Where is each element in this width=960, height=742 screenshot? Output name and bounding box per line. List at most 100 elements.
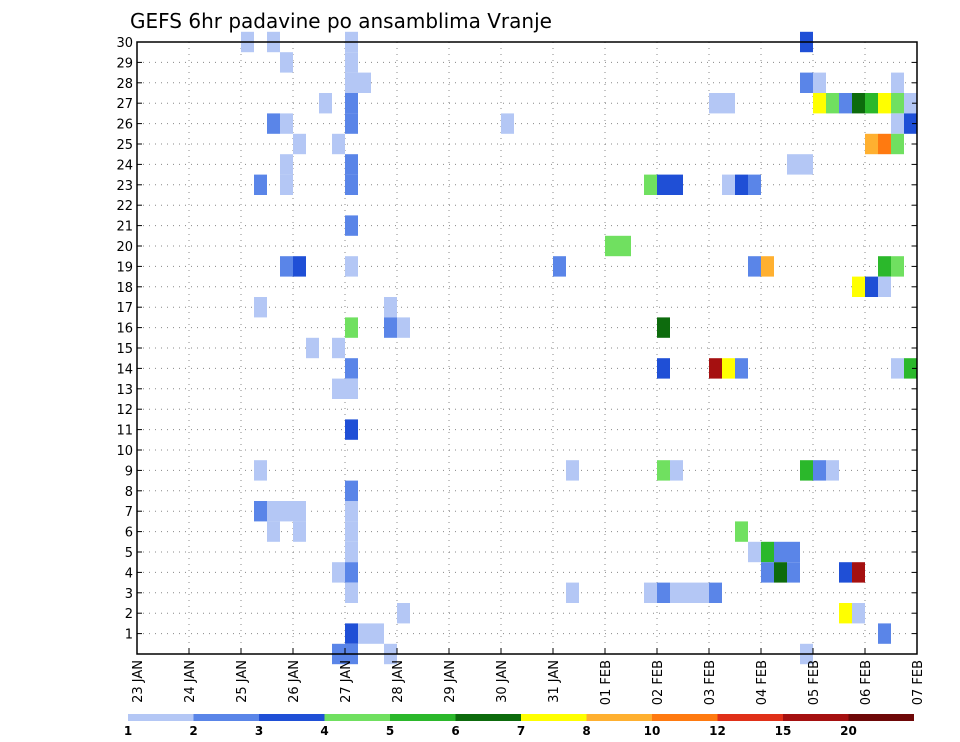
x-tick-label: 31 JAN — [547, 660, 562, 703]
legend-label: 8 — [582, 724, 590, 738]
heatmap-cell — [865, 133, 878, 155]
heatmap-cell — [813, 460, 826, 481]
chart-title: GEFS 6hr padavine po ansamblima Vranje — [130, 9, 552, 33]
legend-swatch — [193, 714, 259, 721]
heatmap-cell — [345, 256, 358, 277]
heatmap-cell — [345, 154, 358, 175]
heatmap-cell — [761, 256, 774, 277]
heatmap-cell — [722, 93, 735, 114]
heatmap-cell — [280, 113, 293, 134]
heatmap-cell — [878, 133, 891, 155]
heatmap-cell — [787, 541, 800, 563]
y-tick-label: 6 — [125, 526, 133, 541]
heatmap-cell — [813, 93, 826, 114]
heatmap-cell — [345, 582, 358, 603]
heatmap-cell — [293, 256, 306, 277]
y-tick-label: 14 — [116, 362, 133, 377]
heatmap-cell — [696, 582, 709, 603]
heatmap-cell — [839, 603, 852, 624]
heatmap-cell — [501, 113, 514, 134]
heatmap-cell — [553, 256, 566, 277]
heatmap-cell — [839, 562, 852, 583]
heatmap-cell — [709, 358, 722, 379]
y-tick-label: 29 — [116, 56, 133, 71]
x-tick-label: 23 JAN — [131, 660, 146, 703]
legend-label: 1 — [124, 724, 132, 738]
heatmap-cell — [839, 93, 852, 114]
heatmap-cell — [891, 256, 904, 277]
y-tick-label: 27 — [116, 97, 133, 112]
heatmap-cell — [280, 256, 293, 277]
heatmap-cell — [267, 113, 280, 134]
legend-swatch — [586, 714, 652, 721]
heatmap-cell — [852, 603, 865, 624]
x-tick-label: 25 JAN — [235, 660, 250, 703]
y-tick-label: 21 — [116, 220, 133, 235]
heatmap-cell — [384, 317, 397, 338]
heatmap-cell — [748, 174, 761, 195]
heatmap-cell — [254, 460, 267, 481]
heatmap-cell — [904, 113, 917, 134]
heatmap-cell — [813, 72, 826, 93]
heatmap-cells — [241, 31, 917, 665]
heatmap-cell — [319, 93, 332, 114]
heatmap-cell — [618, 235, 631, 257]
heatmap-cell — [657, 582, 670, 603]
y-tick-label: 17 — [116, 301, 133, 316]
heatmap-cell — [293, 133, 306, 155]
heatmap-cell — [566, 460, 579, 481]
x-tick-label: 30 JAN — [495, 660, 510, 703]
heatmap-cell — [891, 358, 904, 379]
y-tick-label: 12 — [116, 403, 133, 418]
heatmap-cell — [280, 501, 293, 522]
heatmap-cell — [371, 623, 384, 644]
heatmap-cell — [345, 72, 358, 93]
heatmap-cell — [332, 337, 345, 359]
heatmap-cell — [345, 174, 358, 195]
y-tick-label: 10 — [116, 444, 133, 459]
heatmap-cell — [670, 174, 683, 195]
heatmap-cell — [891, 113, 904, 134]
heatmap-cell — [826, 460, 839, 481]
heatmap-cell — [345, 317, 358, 338]
heatmap-cell — [748, 256, 761, 277]
heatmap-cell — [293, 501, 306, 522]
heatmap-cell — [748, 541, 761, 563]
legend-label: 12 — [709, 724, 726, 738]
x-tick-label: 24 JAN — [183, 660, 198, 703]
heatmap-cell — [566, 582, 579, 603]
heatmap-cell — [735, 521, 748, 542]
heatmap-cell — [800, 72, 813, 93]
heatmap-cell — [345, 521, 358, 542]
heatmap-cell — [345, 52, 358, 73]
x-tick-label: 27 JAN — [339, 660, 354, 703]
y-tick-label: 5 — [125, 546, 133, 561]
y-tick-label: 23 — [116, 179, 133, 194]
heatmap-cell — [722, 358, 735, 379]
heatmap-cell — [397, 603, 410, 624]
legend-swatch — [717, 714, 783, 721]
heatmap-cell — [904, 93, 917, 114]
heatmap-cell — [761, 562, 774, 583]
y-tick-label: 25 — [116, 138, 133, 153]
legend-swatch — [390, 714, 456, 721]
heatmap-cell — [852, 276, 865, 297]
y-tick-label: 8 — [125, 485, 133, 500]
x-tick-label: 07 FEB — [911, 660, 926, 705]
color-legend: 1 2 3 4 5 6 7 8 10 12 15 20 — [124, 714, 914, 738]
y-tick-label: 9 — [125, 464, 133, 479]
heatmap-cell — [878, 93, 891, 114]
legend-label: 10 — [644, 724, 661, 738]
y-tick-label: 7 — [125, 505, 133, 520]
heatmap-cell — [345, 562, 358, 583]
heatmap-cell — [878, 276, 891, 297]
heatmap-cell — [891, 93, 904, 114]
heatmap-cell — [384, 297, 397, 318]
heatmap-cell — [345, 541, 358, 563]
heatmap-cell — [735, 174, 748, 195]
legend-swatch — [783, 714, 849, 721]
x-tick-label: 26 JAN — [287, 660, 302, 703]
y-tick-label: 1 — [125, 628, 133, 643]
heatmap-cell — [670, 460, 683, 481]
